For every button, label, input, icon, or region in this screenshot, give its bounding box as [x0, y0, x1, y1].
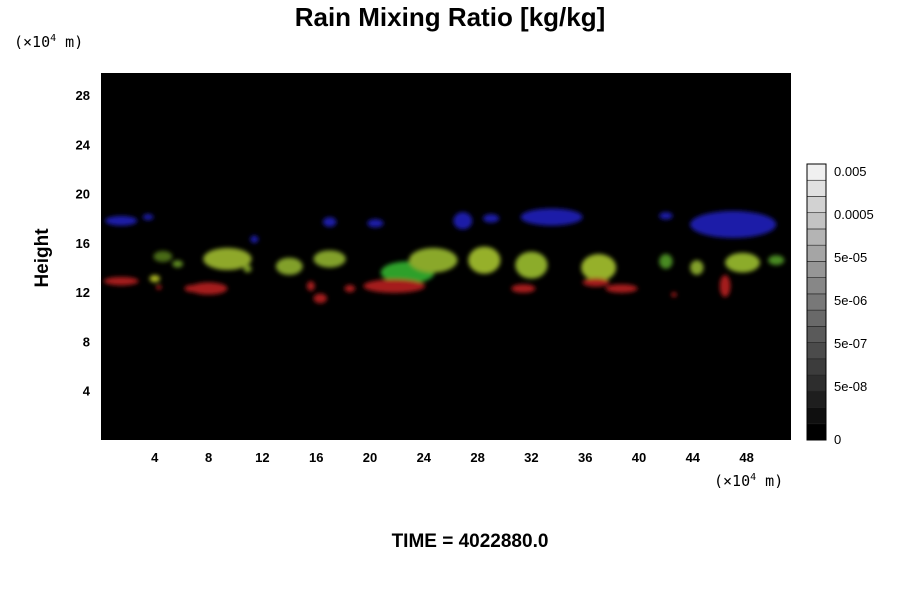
y-unit-exponent: 4 — [50, 33, 57, 44]
colorbar-label-1: 5e-08 — [834, 379, 867, 394]
rain-feature-29 — [189, 282, 228, 295]
rain-feature-36 — [605, 284, 638, 293]
x-tick-label-36: 36 — [578, 450, 592, 465]
x-tick-labels: 4 8 12 16 20 24 28 32 36 40 44 48 — [151, 450, 754, 465]
rain-feature-17 — [409, 247, 458, 273]
colorbar-step-9 — [806, 277, 827, 295]
x-unit-prefix: (×10 — [714, 472, 751, 490]
rain-feature-3 — [322, 217, 337, 227]
x-tick-label-44: 44 — [686, 450, 701, 465]
rain-feature-33 — [363, 279, 426, 293]
rain-feature-13 — [275, 257, 303, 275]
x-tick-label-40: 40 — [632, 450, 646, 465]
y-tick-label-24: 24 — [76, 137, 91, 152]
colorbar-step-6 — [806, 326, 827, 343]
colorbar-label-6: 0.005 — [834, 164, 867, 179]
y-tick-label-16: 16 — [76, 236, 90, 251]
rain-feature-18 — [468, 246, 501, 274]
rain-feature-27 — [156, 284, 162, 290]
y-tick-labels: 4 8 12 16 20 24 28 — [76, 88, 91, 399]
colorbar-step-3 — [806, 374, 827, 392]
x-tick-label-8: 8 — [205, 450, 212, 465]
rain-feature-12 — [203, 247, 252, 271]
colorbar-step-0 — [806, 423, 827, 441]
colorbar-step-2 — [806, 390, 827, 408]
rain-feature-2 — [250, 235, 259, 243]
x-tick-label-16: 16 — [309, 450, 323, 465]
colorbar-step-10 — [806, 261, 827, 278]
rain-feature-8 — [659, 212, 673, 220]
x-unit-suffix: m) — [756, 472, 784, 490]
rain-feature-20 — [581, 254, 617, 282]
rain-feature-37 — [671, 292, 677, 298]
colorbar-label-3: 5e-06 — [834, 293, 867, 308]
y-unit-prefix: (×10 — [14, 33, 51, 51]
x-tick-label-12: 12 — [255, 450, 269, 465]
colorbar-step-12 — [806, 228, 827, 246]
colorbar-step-4 — [806, 358, 827, 376]
colorbar-step-15 — [806, 179, 827, 197]
rain-feature-32 — [344, 284, 356, 293]
x-tick-label-48: 48 — [739, 450, 753, 465]
colorbar-label-4: 5e-05 — [834, 250, 867, 265]
rain-feature-24 — [768, 255, 785, 266]
y-tick-label-28: 28 — [76, 88, 90, 103]
time-label: TIME = 4022880.0 — [391, 531, 549, 552]
colorbar-step-16 — [806, 163, 827, 181]
colorbar-label-5: 0.0005 — [834, 207, 874, 222]
y-tick-label-4: 4 — [83, 384, 91, 399]
x-tick-label-32: 32 — [524, 450, 538, 465]
rain-feature-1 — [142, 214, 154, 221]
rain-feature-4 — [367, 218, 384, 228]
rain-feature-26 — [103, 276, 139, 286]
y-tick-label-20: 20 — [76, 187, 90, 202]
rain-feature-34 — [511, 284, 536, 293]
rain-feature-23 — [725, 252, 761, 273]
rain-feature-35 — [582, 278, 610, 287]
colorbar-step-13 — [806, 212, 827, 230]
rain-feature-21 — [659, 254, 673, 269]
colorbar: 0 5e-08 5e-07 5e-06 5e-05 0.0005 0.005 — [806, 163, 874, 447]
rain-feature-15 — [243, 265, 252, 273]
y-unit-suffix: m) — [56, 33, 84, 51]
rain-feature-9 — [690, 210, 777, 239]
rain-feature-22 — [690, 260, 704, 275]
colorbar-frame — [806, 163, 827, 441]
rain-feature-30 — [306, 281, 315, 291]
colorbar-step-1 — [806, 407, 827, 425]
x-axis-unit: (×104 m) — [714, 472, 783, 490]
rain-feature-10 — [153, 250, 173, 263]
colorbar-label-0: 0 — [834, 432, 841, 447]
x-tick-label-4: 4 — [151, 450, 159, 465]
rain-feature-19 — [515, 251, 548, 279]
rain-feature-25 — [149, 274, 161, 283]
rain-feature-0 — [105, 215, 138, 226]
colorbar-step-8 — [806, 293, 827, 311]
colorbar-step-5 — [806, 342, 827, 360]
rain-feature-31 — [313, 293, 327, 304]
x-tick-label-24: 24 — [417, 450, 432, 465]
rain-features-layer — [103, 208, 785, 304]
rain-feature-6 — [482, 214, 500, 223]
chart-title: Rain Mixing Ratio [kg/kg] — [294, 2, 606, 32]
y-tick-label-8: 8 — [83, 334, 90, 349]
colorbar-step-14 — [806, 196, 827, 214]
rain-feature-5 — [453, 212, 473, 230]
rain-feature-38 — [719, 274, 731, 298]
x-unit-exponent: 4 — [750, 472, 757, 483]
x-tick-label-28: 28 — [470, 450, 484, 465]
rain-feature-7 — [520, 208, 583, 226]
rain-feature-14 — [313, 250, 346, 268]
x-tick-label-20: 20 — [363, 450, 377, 465]
y-tick-label-12: 12 — [76, 285, 90, 300]
colorbar-step-11 — [806, 244, 827, 262]
colorbar-label-2: 5e-07 — [834, 336, 867, 351]
colorbar-step-7 — [806, 309, 827, 327]
y-axis-unit: (×104 m) — [14, 33, 83, 51]
rain-feature-11 — [172, 260, 184, 268]
